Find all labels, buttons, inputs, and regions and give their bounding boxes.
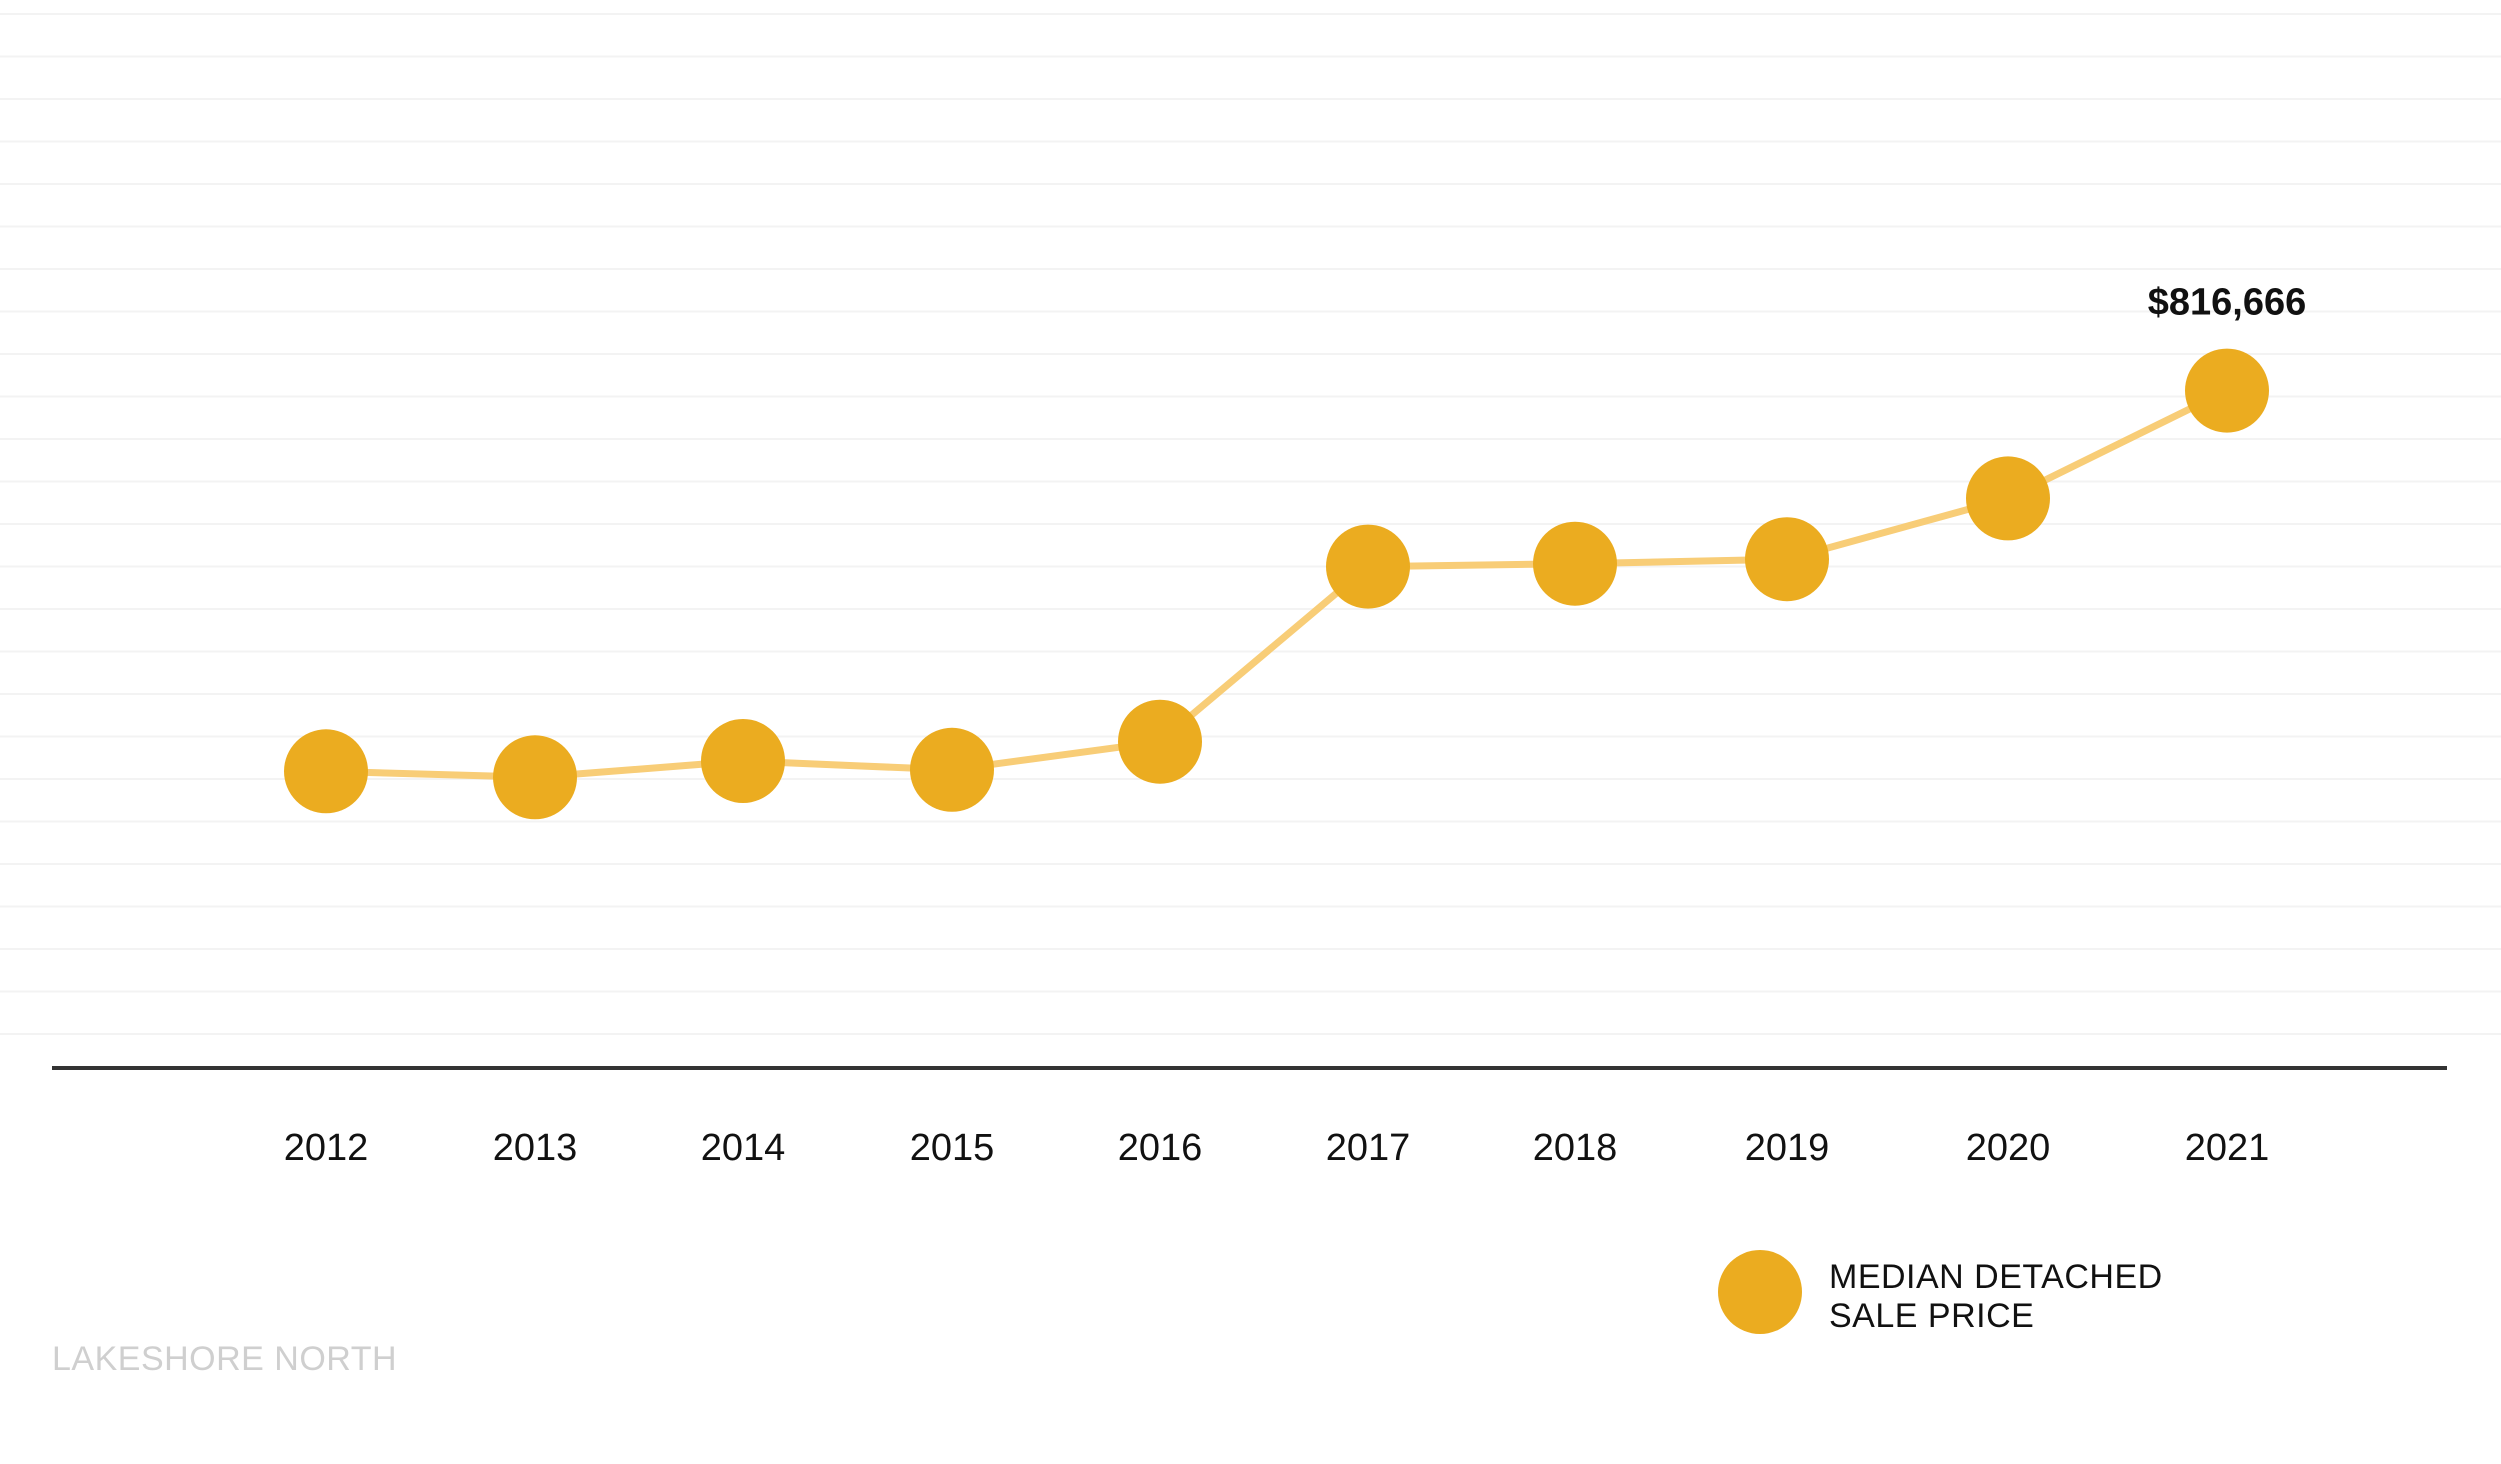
x-tick-label-2016: 2016 [1118, 1127, 1203, 1169]
data-point-2015 [910, 727, 994, 812]
data-point-2014 [701, 719, 785, 803]
data-point-2018 [1533, 521, 1617, 606]
data-label-2021: $816,666 [2148, 282, 2307, 324]
legend-marker [1718, 1250, 1802, 1334]
legend-label-line-2: SALE PRICE [1829, 1297, 2034, 1335]
legend: MEDIAN DETACHED SALE PRICE [1718, 1250, 2163, 1335]
data-point-2021 [2185, 348, 2269, 433]
x-axis-tick-labels: 2012 2013 2014 2015 2016 2017 2018 2019 2020 2021 [284, 1127, 2270, 1169]
data-point-2017 [1326, 524, 1410, 609]
footer-label: LAKESHORE NORTH [52, 1340, 397, 1378]
data-labels: $816,666 [2148, 282, 2307, 324]
x-tick-label-2015: 2015 [910, 1127, 995, 1169]
data-point-2019 [1745, 517, 1829, 602]
series-line [322, 387, 2231, 781]
x-tick-label-2017: 2017 [1326, 1127, 1411, 1169]
x-tick-label-2014: 2014 [701, 1127, 786, 1169]
data-point-2013 [493, 735, 577, 820]
x-tick-label-2021: 2021 [2185, 1127, 2270, 1169]
x-tick-label-2020: 2020 [1966, 1127, 2051, 1169]
x-tick-label-2018: 2018 [1533, 1127, 1618, 1169]
data-points [284, 348, 2269, 820]
x-tick-label-2013: 2013 [493, 1127, 578, 1169]
data-point-2020 [1966, 456, 2050, 541]
x-tick-label-2019: 2019 [1745, 1127, 1830, 1169]
grid-lines [0, 13, 2501, 1035]
data-point-2012 [284, 729, 368, 814]
data-point-2016 [1118, 699, 1202, 784]
legend-label-line-1: MEDIAN DETACHED [1829, 1258, 2163, 1296]
x-tick-label-2012: 2012 [284, 1127, 369, 1169]
